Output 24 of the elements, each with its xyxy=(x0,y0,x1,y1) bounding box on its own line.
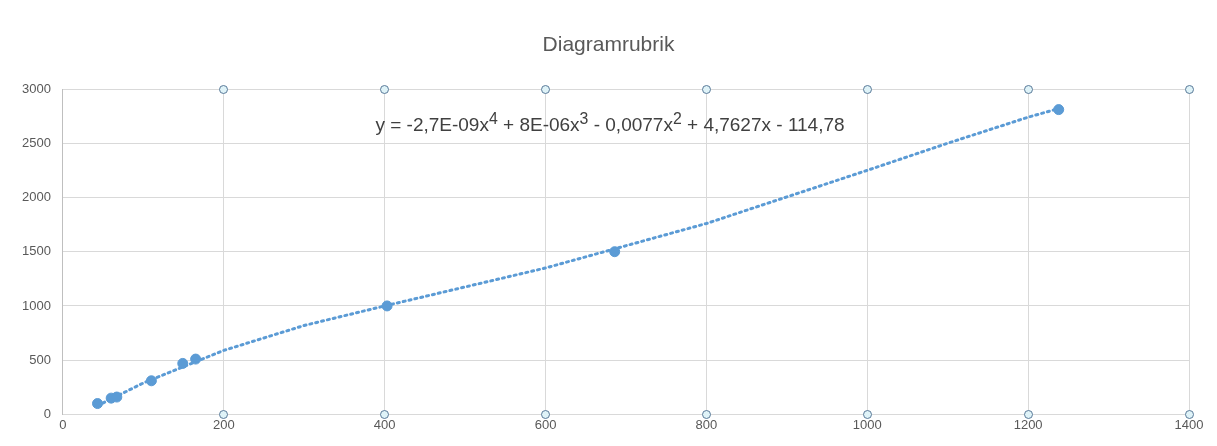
point xyxy=(1053,104,1065,116)
y-tick-label: 1000 xyxy=(22,297,51,313)
chart-title: Diagramrubrik xyxy=(541,32,676,56)
x-tick-label: 600 xyxy=(534,416,557,432)
x-tick-label: 1400 xyxy=(1174,416,1204,432)
point xyxy=(609,246,621,258)
x-tick-label: 400 xyxy=(373,416,396,432)
y-tick-label: 0 xyxy=(43,405,51,421)
y-tick-label: 2500 xyxy=(22,134,51,150)
point xyxy=(92,398,104,410)
point xyxy=(177,357,189,369)
y-tick-label: 3000 xyxy=(22,80,51,96)
x-tick-label: 800 xyxy=(695,416,718,432)
y-tick-label: 500 xyxy=(29,351,51,367)
point xyxy=(190,353,202,365)
point xyxy=(145,375,157,387)
y-tick-label: 1500 xyxy=(22,243,51,259)
y-tick-label: 2000 xyxy=(22,189,51,205)
x-tick-label: 1200 xyxy=(1013,416,1043,432)
x-tick-label: 200 xyxy=(212,416,235,432)
x-tick-label: 1000 xyxy=(852,416,882,432)
point xyxy=(381,300,393,312)
x-tick-label: 0 xyxy=(59,416,67,432)
annotation: y = -2,7E-09x$^{4}$ + 8E-06x$^{3}$ - 0,0077x$^{2}$ + 4,7627x - 114,78 xyxy=(374,110,846,137)
